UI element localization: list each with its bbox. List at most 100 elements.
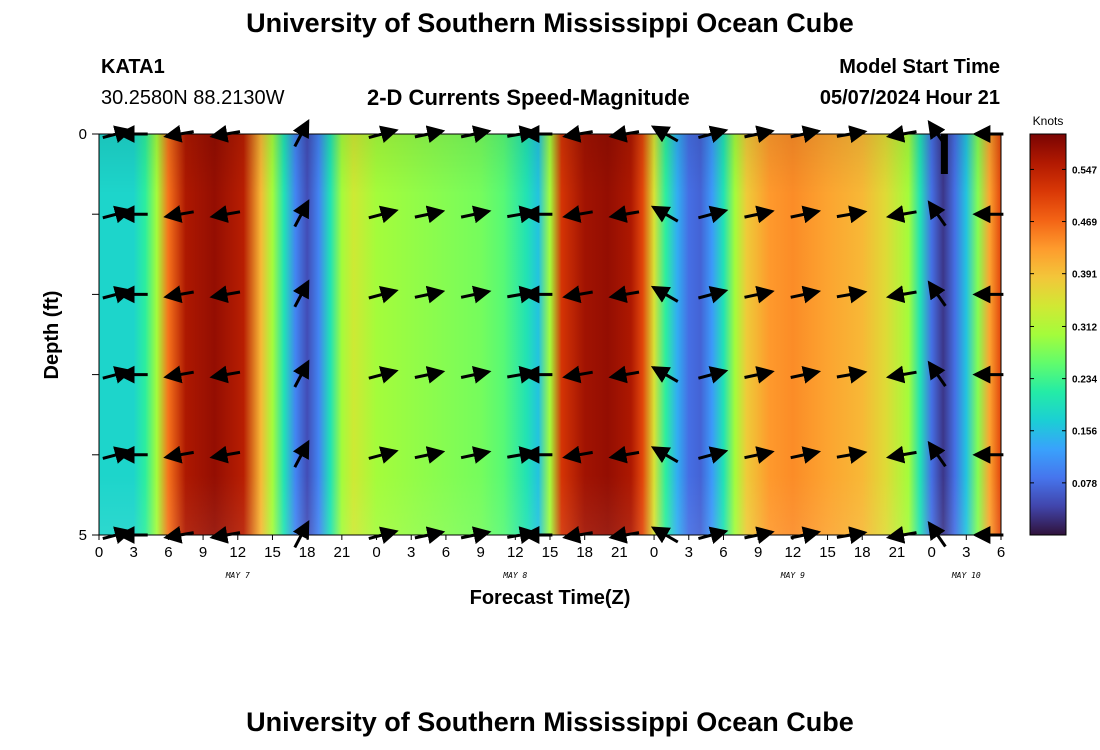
current-vector-arrow bbox=[836, 125, 868, 144]
colorbar-tick-label: 0.391 bbox=[1072, 270, 1097, 281]
current-vector-arrow bbox=[698, 446, 729, 464]
current-vector-arrow bbox=[608, 525, 640, 544]
current-vector-arrow bbox=[368, 285, 399, 304]
x-tick-label: 12 bbox=[229, 544, 246, 561]
current-vector-arrow bbox=[292, 439, 310, 468]
current-vector-arrow bbox=[562, 124, 593, 143]
colorbar bbox=[1029, 133, 1067, 536]
x-tick-label: 0 bbox=[650, 544, 658, 561]
current-vector-arrow bbox=[885, 205, 917, 223]
x-tick-label: 3 bbox=[962, 544, 970, 561]
current-vector-arrow bbox=[608, 124, 640, 143]
x-tick-label: 9 bbox=[754, 544, 762, 561]
current-vector-arrow bbox=[608, 285, 640, 304]
x-tick-label: 3 bbox=[130, 544, 138, 561]
current-vector-arrow bbox=[650, 285, 679, 303]
current-vector-arrow bbox=[292, 279, 310, 308]
current-vector-arrow bbox=[790, 366, 822, 384]
current-vector-arrow bbox=[836, 365, 868, 384]
current-vector-arrow bbox=[927, 521, 947, 548]
heatmap-surface-marker bbox=[940, 134, 948, 174]
x-tick-label: 15 bbox=[819, 544, 836, 561]
current-vector-arrow bbox=[836, 446, 868, 464]
current-vector-arrow bbox=[163, 445, 194, 464]
x-tick-label: 15 bbox=[264, 544, 281, 561]
current-vector-arrow bbox=[292, 519, 310, 549]
current-vector-arrow bbox=[209, 365, 241, 384]
current-vector-arrow bbox=[885, 285, 917, 304]
x-tick-label: 12 bbox=[507, 544, 524, 561]
current-vector-arrow bbox=[562, 445, 593, 464]
x-tick-label: 0 bbox=[372, 544, 380, 561]
current-vector-arrow bbox=[562, 365, 593, 384]
y-axis-label: Depth (ft) bbox=[41, 291, 63, 380]
x-tick-label: 12 bbox=[785, 544, 802, 561]
current-vector-arrow bbox=[790, 205, 822, 224]
current-vector-arrow bbox=[209, 124, 241, 143]
x-tick-label: 6 bbox=[997, 544, 1005, 561]
page-title: University of Southern Mississippi Ocean… bbox=[246, 8, 854, 38]
colorbar-tick-label: 0.547 bbox=[1072, 165, 1097, 176]
current-vector-arrow bbox=[836, 285, 868, 304]
current-vector-arrow bbox=[460, 205, 492, 224]
model-start-value: 05/07/2024 Hour 21 bbox=[819, 87, 1000, 109]
footer-title: University of Southern Mississippi Ocean… bbox=[246, 707, 854, 737]
current-vector-arrow bbox=[650, 125, 679, 143]
current-vector-arrow bbox=[790, 526, 822, 545]
current-vector-arrow bbox=[744, 526, 775, 545]
current-vector-arrow bbox=[836, 205, 868, 224]
model-start-label: Model Start Time bbox=[839, 56, 1000, 78]
colorbar-tick-label: 0.078 bbox=[1072, 479, 1097, 490]
current-vector-arrow bbox=[209, 285, 241, 304]
x-tick-label: 9 bbox=[476, 544, 484, 561]
x-tick-label: 3 bbox=[685, 544, 693, 561]
current-vector-arrow bbox=[163, 205, 194, 223]
current-vector-arrow bbox=[209, 205, 241, 223]
current-vector-arrow bbox=[744, 205, 775, 224]
current-vector-arrow bbox=[698, 285, 729, 304]
current-vector-arrow bbox=[414, 205, 446, 224]
current-vector-arrow bbox=[698, 366, 729, 384]
current-vector-arrow bbox=[885, 525, 917, 544]
current-vector-arrow bbox=[790, 285, 822, 304]
station-id: KATA1 bbox=[101, 56, 165, 78]
x-tick-label: 21 bbox=[334, 544, 351, 561]
current-vector-arrow bbox=[562, 525, 593, 544]
current-vector-arrow bbox=[698, 526, 729, 544]
x-tick-label: 18 bbox=[299, 544, 316, 561]
current-vector-arrow bbox=[460, 366, 492, 384]
current-vector-arrow bbox=[292, 359, 310, 388]
current-vector-arrow bbox=[460, 526, 492, 545]
current-vector-arrow bbox=[836, 526, 868, 545]
x-tick-label: 0 bbox=[927, 544, 935, 561]
current-vector-arrow bbox=[927, 280, 947, 307]
current-vector-arrow bbox=[368, 205, 399, 224]
current-vector-arrow bbox=[163, 365, 194, 384]
current-vector-arrow bbox=[790, 125, 822, 144]
x-tick-label: 18 bbox=[854, 544, 871, 561]
y-tick-label: 0 bbox=[79, 126, 87, 143]
x-tick-label: 21 bbox=[611, 544, 628, 561]
x-tick-label: 6 bbox=[719, 544, 727, 561]
date-label: MAY 9 bbox=[780, 571, 805, 580]
current-vector-arrow bbox=[744, 285, 775, 304]
x-tick-label: 15 bbox=[542, 544, 559, 561]
date-label: MAY 8 bbox=[502, 571, 527, 580]
date-label: MAY 10 bbox=[951, 571, 981, 580]
current-vector-arrow bbox=[650, 366, 679, 383]
current-vector-arrow bbox=[608, 445, 640, 464]
current-vector-arrow bbox=[460, 285, 492, 304]
heatmap-depth-shading bbox=[99, 134, 1001, 535]
x-tick-label: 3 bbox=[407, 544, 415, 561]
current-vector-arrow bbox=[744, 125, 775, 144]
current-vector-arrow bbox=[927, 120, 947, 147]
colorbar-tick-label: 0.469 bbox=[1072, 218, 1097, 229]
x-tick-label: 21 bbox=[889, 544, 906, 561]
current-vector-arrow bbox=[885, 365, 917, 384]
colorbar-label: Knots bbox=[1033, 114, 1064, 128]
station-coords: 30.2580N 88.2130W bbox=[101, 87, 285, 109]
current-vector-arrow bbox=[368, 446, 399, 464]
current-vector-arrow bbox=[368, 366, 399, 384]
current-vector-arrow bbox=[650, 526, 679, 544]
current-vector-arrow bbox=[414, 125, 446, 144]
